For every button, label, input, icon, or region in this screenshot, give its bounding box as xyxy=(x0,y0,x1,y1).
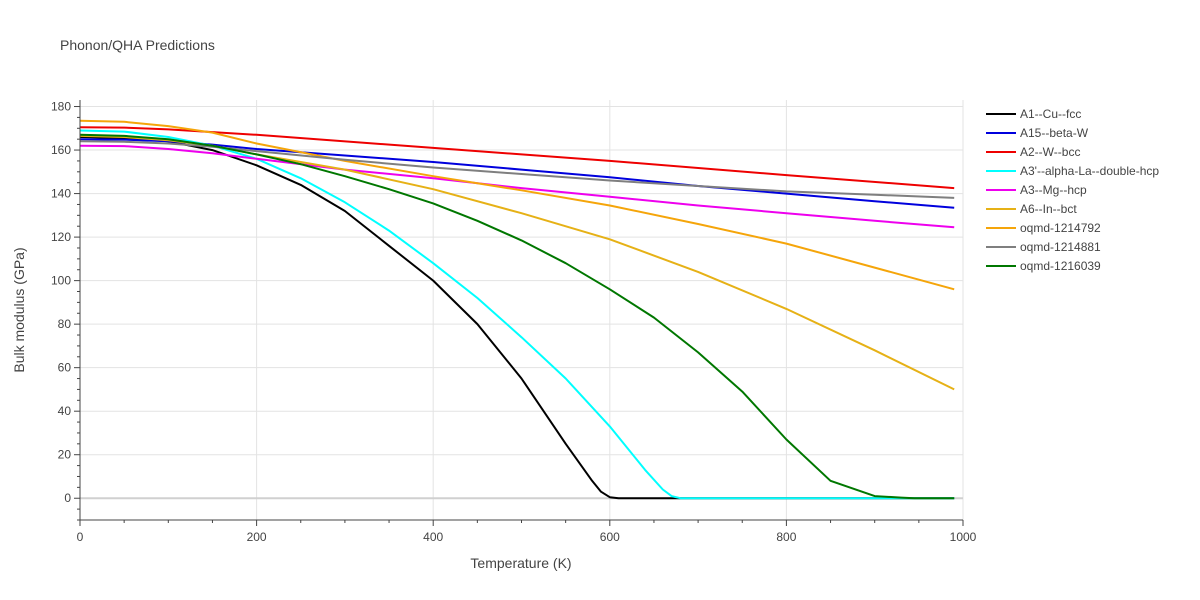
legend-label-2[interactable]: A2--W--bcc xyxy=(1020,145,1080,159)
y-tick-labels: 0 20 40 60 80 100 120 140 160 180 xyxy=(51,100,71,506)
x-tick-label-2: 400 xyxy=(423,530,443,544)
legend-label-8[interactable]: oqmd-1216039 xyxy=(1020,259,1101,273)
series-line-2 xyxy=(79,126,955,190)
series-line-8 xyxy=(79,133,955,500)
x-tick-label-5: 1000 xyxy=(950,530,977,544)
y-tick-label-9: 180 xyxy=(51,100,71,114)
grid-lines xyxy=(79,100,964,520)
x-tick-label-0: 0 xyxy=(77,530,84,544)
legend-label-7[interactable]: oqmd-1214881 xyxy=(1020,240,1101,254)
x-tick-labels: 0 200 400 600 800 1000 xyxy=(77,530,977,544)
series-line-7 xyxy=(79,140,955,199)
x-tick-label-4: 800 xyxy=(776,530,796,544)
legend: A1--Cu--fcc A15--beta-W A2--W--bcc A3'--alp… xyxy=(986,107,1159,273)
legend-label-5[interactable]: A6--In--bct xyxy=(1020,202,1077,216)
y-tick-label-4: 80 xyxy=(58,317,72,331)
series-line-4 xyxy=(79,144,955,229)
x-tick-label-3: 600 xyxy=(600,530,620,544)
y-tick-label-7: 140 xyxy=(51,187,71,201)
y-tick-label-3: 60 xyxy=(58,361,72,375)
axes xyxy=(74,100,964,526)
y-axis-title: Bulk modulus (GPa) xyxy=(11,247,27,372)
chart-title: Phonon/QHA Predictions xyxy=(60,37,215,53)
series-lines xyxy=(79,119,955,500)
legend-label-1[interactable]: A15--beta-W xyxy=(1020,126,1089,140)
series-line-5 xyxy=(79,134,955,391)
series-line-3 xyxy=(79,129,955,500)
y-tick-label-8: 160 xyxy=(51,143,71,157)
legend-label-3[interactable]: A3'--alpha-La--double-hcp xyxy=(1020,164,1159,178)
legend-label-4[interactable]: A3--Mg--hcp xyxy=(1020,183,1087,197)
y-tick-label-0: 0 xyxy=(64,491,71,505)
y-tick-label-1: 20 xyxy=(58,448,72,462)
series-line-6 xyxy=(79,119,955,291)
legend-label-6[interactable]: oqmd-1214792 xyxy=(1020,221,1101,235)
series-line-0 xyxy=(79,136,955,500)
y-tick-label-6: 120 xyxy=(51,230,71,244)
y-tick-label-5: 100 xyxy=(51,274,71,288)
legend-label-0[interactable]: A1--Cu--fcc xyxy=(1020,107,1081,121)
y-tick-label-2: 40 xyxy=(58,404,72,418)
x-tick-label-1: 200 xyxy=(247,530,267,544)
x-axis-title: Temperature (K) xyxy=(470,555,571,571)
